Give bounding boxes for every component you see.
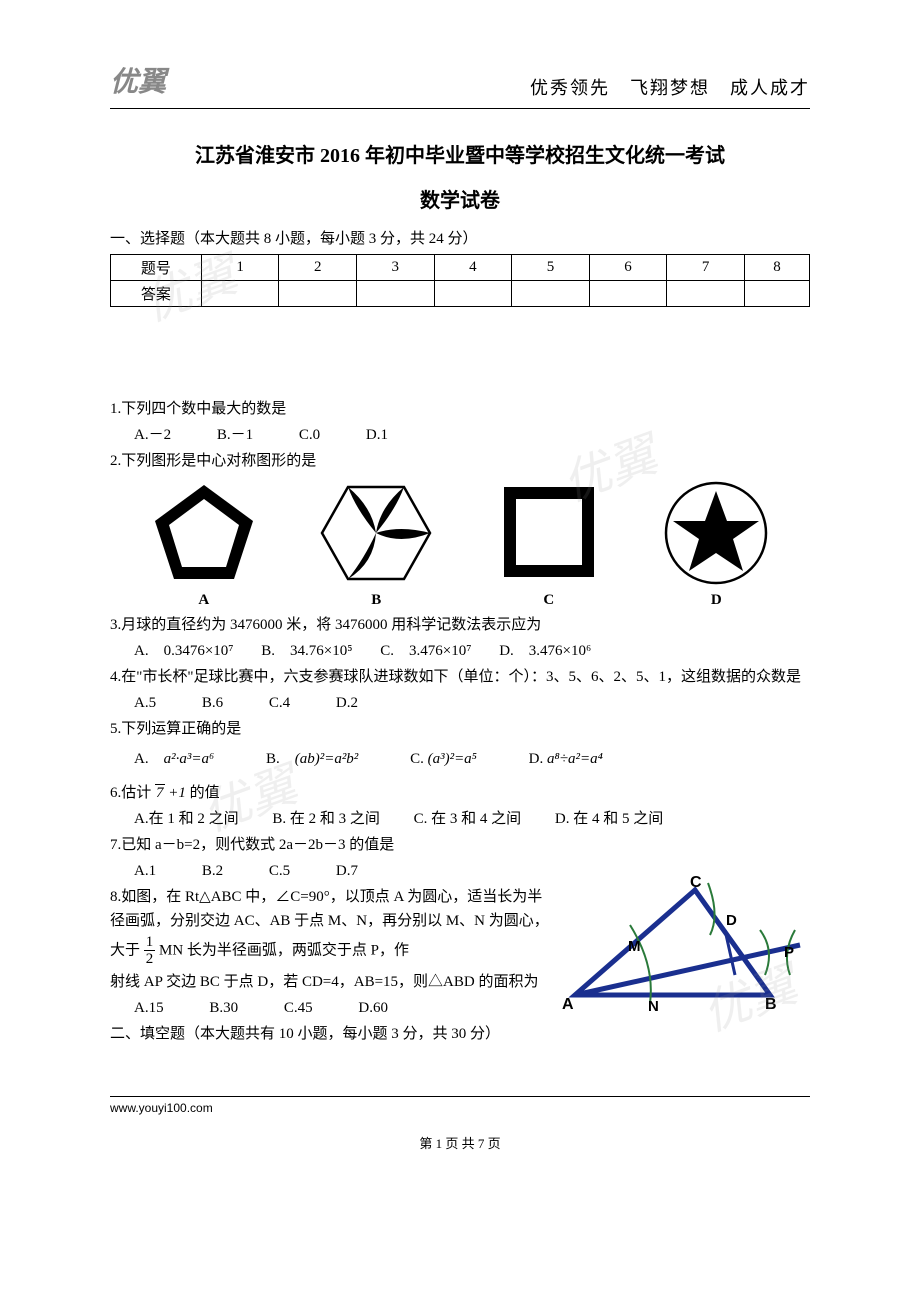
q5-options: A. a²·a³=a⁶ B. (ab)²=a²b² C. (a³)²=a⁵ D.… [110,743,810,775]
shape-hexagon-leaf: B [316,481,436,609]
answer-table: 题号 1 2 3 4 5 6 7 8 答案 [110,254,810,307]
option: D.2 [336,691,358,715]
shape-label: B [316,592,436,609]
q4-options: A.5 B.6 C.4 D.2 [110,691,810,715]
table-cell [279,281,357,307]
motto-text: 优秀领先 飞翔梦想 成人成才 [530,74,810,100]
svg-text:M: M [628,938,641,955]
shape-star-circle: D [661,481,771,609]
table-cell [667,281,745,307]
option: B. (ab)²=a²b² [266,747,382,771]
table-cell: 7 [667,255,745,281]
exam-subtitle: 数学试卷 [110,184,810,213]
q5-stem: 5.下列运算正确的是 [110,717,810,741]
table-cell: 6 [589,255,667,281]
table-cell: 题号 [111,255,202,281]
footer-divider: www.youyi100.com [110,1096,810,1115]
option: D.7 [336,859,358,883]
option: D. 3.476×10⁶ [499,639,591,663]
table-cell: 2 [279,255,357,281]
q3-options: A. 0.3476×10⁷ B. 34.76×10⁵ C. 3.476×10⁷ … [110,639,810,663]
svg-text:P: P [784,944,794,961]
table-cell: 1 [201,255,279,281]
table-cell [357,281,435,307]
option: A. a²·a³=a⁶ [134,747,238,771]
option: C.0 [299,423,320,447]
table-row: 题号 1 2 3 4 5 6 7 8 [111,255,810,281]
svg-text:D: D [726,912,737,929]
table-cell: 3 [357,255,435,281]
q6-stem: 6.估计 7 +1 的值 [110,777,810,805]
q7-stem: 7.已知 a－b=2，则代数式 2a－2b－3 的值是 [110,833,810,857]
table-cell [512,281,590,307]
svg-text:N: N [648,998,659,1015]
option: D. a⁸÷a²=a⁴ [529,747,627,771]
table-cell: 5 [512,255,590,281]
section1-label: 一、选择题（本大题共 8 小题，每小题 3 分，共 24 分） [110,227,810,248]
q3-stem: 3.月球的直径约为 3476000 米，将 3476000 用科学记数法表示应为 [110,613,810,637]
option: C.4 [269,691,290,715]
svg-text:B: B [765,996,777,1013]
option: B.30 [209,996,238,1020]
option: A.1 [134,859,156,883]
option: D.60 [358,996,388,1020]
q2-stem: 2.下列图形是中心对称图形的是 [110,449,810,473]
option: B.6 [202,691,223,715]
option: A.在 1 和 2 之间 [134,807,239,831]
header-divider [110,108,810,109]
logo-text: 优翼 [110,60,166,100]
shape-label: C [494,592,604,609]
option: A.－2 [134,423,171,447]
table-cell [744,281,809,307]
option: D.1 [366,423,388,447]
option: C. 在 3 和 4 之间 [414,807,522,831]
option: A.15 [134,996,164,1020]
table-cell: 答案 [111,281,202,307]
svg-text:A: A [562,996,574,1013]
option: C. (a³)²=a⁵ [410,747,501,771]
shape-pentagon: A [149,481,259,609]
q8-figure: A B C D M N P [560,875,810,1020]
page-header: 优翼 优秀领先 飞翔梦想 成人成才 [110,60,810,100]
q1-stem: 1.下列四个数中最大的数是 [110,397,810,421]
table-cell: 8 [744,255,809,281]
option: B.2 [202,859,223,883]
option: C.45 [284,996,313,1020]
q2-shapes: A B C D [110,481,810,609]
option: B.－1 [217,423,253,447]
table-cell: 4 [434,255,512,281]
q4-stem: 4.在"市长杯"足球比赛中，六支参赛球队进球数如下（单位：个）：3、5、6、2、… [110,665,810,689]
option: C. 3.476×10⁷ [380,639,471,663]
option: D. 在 4 和 5 之间 [555,807,663,831]
option: A. 0.3476×10⁷ [134,639,234,663]
table-cell [434,281,512,307]
exam-title: 江苏省淮安市 2016 年初中毕业暨中等学校招生文化统一考试 [110,139,810,168]
q1-options: A.－2 B.－1 C.0 D.1 [110,423,810,447]
option: B. 在 2 和 3 之间 [272,807,380,831]
footer-url: www.youyi100.com [110,1101,810,1115]
option: C.5 [269,859,290,883]
svg-text:C: C [690,875,702,891]
option: B. 34.76×10⁵ [261,639,352,663]
shape-square: C [494,481,604,609]
shape-label: A [149,592,259,609]
page-number: 第 1 页 共 7 页 [110,1133,810,1152]
q6-options: A.在 1 和 2 之间 B. 在 2 和 3 之间 C. 在 3 和 4 之间… [110,807,810,831]
table-cell [589,281,667,307]
option: A.5 [134,691,156,715]
table-cell [201,281,279,307]
table-row: 答案 [111,281,810,307]
shape-label: D [661,592,771,609]
section2-label: 二、填空题（本大题共有 10 小题，每小题 3 分，共 30 分） [110,1022,810,1046]
